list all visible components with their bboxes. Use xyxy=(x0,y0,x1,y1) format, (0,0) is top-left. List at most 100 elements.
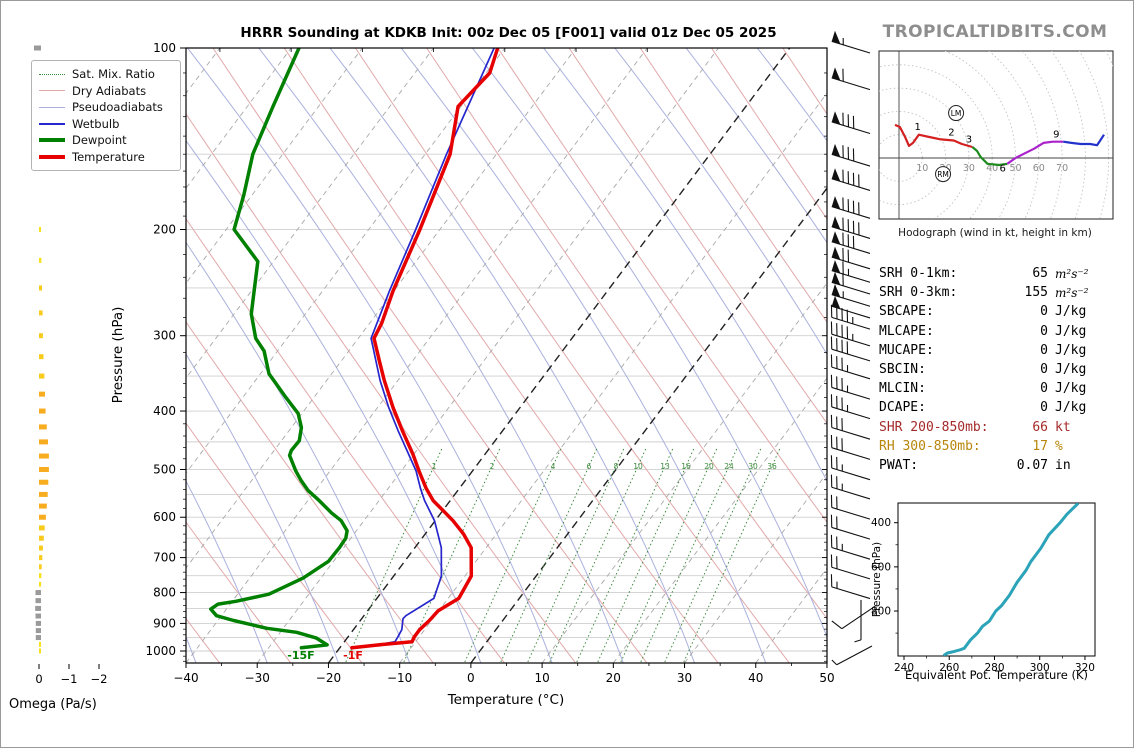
svg-text:240: 240 xyxy=(894,662,914,674)
legend-line-swatch xyxy=(39,122,65,125)
svg-text:4: 4 xyxy=(551,462,556,471)
svg-text:900: 900 xyxy=(153,616,176,630)
wind-barb xyxy=(831,216,871,239)
dry-adiabats xyxy=(186,48,827,663)
stats-panel: SRH 0-1km: 65 m²s⁻² SRH 0-3km: 155 m²s⁻² SBCAP… xyxy=(879,264,1117,475)
svg-text:2: 2 xyxy=(948,128,954,139)
stat-row: SBCAPE: 0 J/kg xyxy=(879,302,1117,321)
legend-item: Dewpoint xyxy=(39,132,172,149)
stat-value: 0 xyxy=(1040,342,1048,358)
isotherms xyxy=(186,48,827,663)
pseudoadiabats xyxy=(186,48,827,663)
svg-text:10: 10 xyxy=(534,671,549,685)
wind-barb xyxy=(830,455,871,481)
stat-row: DCAPE: 0 J/kg xyxy=(879,398,1117,417)
skewt-legend: Sat. Mix. Ratio Dry Adiabats Pseudoadiabat… xyxy=(31,60,181,171)
wind-barb xyxy=(831,645,873,666)
svg-text:Pressure (hPa): Pressure (hPa) xyxy=(871,542,883,617)
theta-e-inner xyxy=(942,503,1080,656)
svg-text:600: 600 xyxy=(871,561,891,573)
wind-barb xyxy=(830,374,871,400)
wind-barb xyxy=(830,514,871,540)
stat-unit: in xyxy=(1055,457,1071,473)
svg-text:500: 500 xyxy=(153,462,176,476)
stat-row: SRH 0-1km: 65 m²s⁻² xyxy=(879,264,1117,283)
legend-item-label: Pseudoadiabats xyxy=(72,100,163,115)
svg-text:10: 10 xyxy=(633,462,643,471)
stat-unit: J/kg xyxy=(1055,381,1087,397)
svg-text:30: 30 xyxy=(963,163,975,174)
hodograph-inner: 1020304050607012369LMRM xyxy=(879,51,1113,219)
svg-text:LM: LM xyxy=(951,109,962,118)
stat-value: 0 xyxy=(1040,400,1048,416)
wind-barb xyxy=(831,271,871,295)
svg-text:300: 300 xyxy=(1030,662,1050,674)
wind-barb xyxy=(831,246,871,270)
legend-line-swatch xyxy=(39,138,65,143)
legend-line-swatch xyxy=(39,106,65,108)
wind-barb xyxy=(830,474,871,500)
svg-text:13: 13 xyxy=(660,462,670,471)
stat-value: 0 xyxy=(1040,323,1048,339)
svg-text:280: 280 xyxy=(984,662,1004,674)
svg-text:3: 3 xyxy=(966,135,972,146)
stat-unit: m²s⁻² xyxy=(1055,285,1089,300)
wind-barb xyxy=(854,599,862,643)
stat-value: 65 xyxy=(1032,266,1048,282)
stat-value: 0 xyxy=(1040,381,1048,397)
svg-text:24: 24 xyxy=(724,462,734,471)
omega-panel: 0 −1 −2 Omega (Pa/s) xyxy=(9,45,107,712)
svg-text:1: 1 xyxy=(432,462,437,471)
hodograph-panel: 1020304050607012369LMRM xyxy=(878,50,1114,220)
wind-barb xyxy=(830,336,871,362)
stat-label: SHR 200-850mb: xyxy=(879,419,989,435)
legend-line-swatch xyxy=(39,90,65,92)
legend-item: Temperature xyxy=(39,149,172,166)
svg-text:−40: −40 xyxy=(173,671,198,685)
stat-unit: m²s⁻² xyxy=(1055,266,1089,281)
svg-text:50: 50 xyxy=(819,671,834,685)
wind-barb xyxy=(831,284,871,307)
stat-label: SBCIN: xyxy=(879,362,926,378)
hodograph-trace-9+ xyxy=(1063,134,1105,147)
stat-row: SHR 200-850mb: 66 kt xyxy=(879,418,1117,437)
stat-row: SRH 0-3km: 155 m²s⁻² xyxy=(879,283,1117,302)
svg-text:0: 0 xyxy=(467,671,475,685)
svg-text:200: 200 xyxy=(153,223,176,237)
wind-barb xyxy=(830,321,871,347)
stat-label: RH 300-850mb: xyxy=(879,438,981,454)
hodograph-caption: Hodograph (wind in kt, height in km) xyxy=(898,227,1092,239)
svg-text:700: 700 xyxy=(153,551,176,565)
svg-text:0: 0 xyxy=(35,672,42,686)
svg-text:260: 260 xyxy=(939,662,959,674)
svg-text:-1F: -1F xyxy=(343,649,363,662)
page-title: HRRR Sounding at KDKB Init: 00z Dec 05 [… xyxy=(240,25,777,41)
stat-row: RH 300-850mb: 17% xyxy=(879,437,1117,456)
mixing-ratio-lines xyxy=(344,448,781,663)
svg-text:−30: −30 xyxy=(245,671,270,685)
svg-text:320: 320 xyxy=(1075,662,1095,674)
stat-label: SBCAPE: xyxy=(879,304,934,320)
svg-text:2: 2 xyxy=(490,462,495,471)
svg-text:8: 8 xyxy=(614,462,619,471)
wind-barb xyxy=(830,414,871,440)
pressure-gridlines xyxy=(186,153,827,652)
stat-label: MLCIN: xyxy=(879,381,926,397)
svg-text:60: 60 xyxy=(1033,163,1045,174)
legend-item: Pseudoadiabats xyxy=(39,99,172,116)
stat-unit: J/kg xyxy=(1055,400,1087,416)
stat-label: MUCAPE: xyxy=(879,342,934,358)
svg-text:800: 800 xyxy=(871,606,891,618)
skewt-background xyxy=(186,48,827,663)
stat-label: SRH 0-1km: xyxy=(879,266,958,282)
svg-text:400: 400 xyxy=(871,517,891,529)
wind-barb xyxy=(831,111,871,135)
theta-e-panel: 240 260 280 300 320 400 600 800 Equivalent Pot. … xyxy=(871,502,1096,682)
svg-text:50: 50 xyxy=(1009,163,1021,174)
svg-text:800: 800 xyxy=(153,586,176,600)
stat-value: 0 xyxy=(1040,304,1048,320)
wind-barb xyxy=(831,143,871,167)
svg-text:Pressure (hPa): Pressure (hPa) xyxy=(110,307,126,404)
